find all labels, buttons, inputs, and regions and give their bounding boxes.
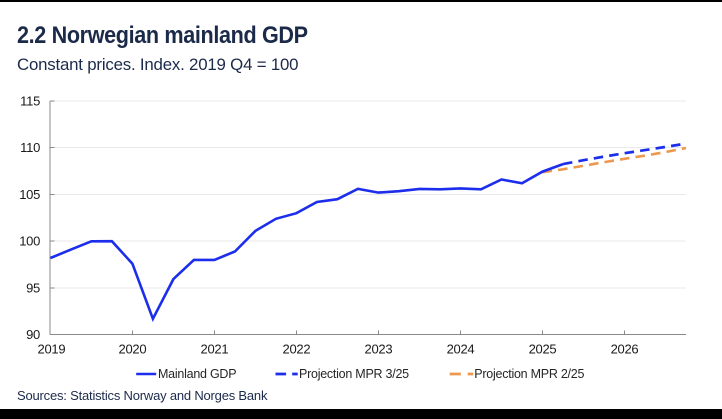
svg-text:2022: 2022: [283, 342, 311, 357]
svg-text:2023: 2023: [365, 342, 393, 357]
svg-text:Projection MPR 3/25: Projection MPR 3/25: [299, 367, 409, 381]
svg-text:2026: 2026: [611, 342, 639, 357]
svg-text:2024: 2024: [447, 342, 475, 357]
svg-text:110: 110: [20, 140, 40, 155]
svg-text:100: 100: [19, 234, 40, 249]
svg-text:Projection MPR 2/25: Projection MPR 2/25: [474, 367, 584, 381]
svg-text:105: 105: [19, 187, 40, 202]
svg-text:115: 115: [20, 94, 40, 109]
svg-text:Mainland GDP: Mainland GDP: [158, 367, 236, 381]
svg-text:2021: 2021: [201, 342, 229, 357]
svg-text:2019: 2019: [38, 342, 66, 357]
svg-text:2020: 2020: [119, 342, 147, 357]
svg-text:2025: 2025: [529, 342, 557, 357]
svg-text:90: 90: [26, 327, 40, 342]
svg-text:95: 95: [26, 281, 40, 296]
